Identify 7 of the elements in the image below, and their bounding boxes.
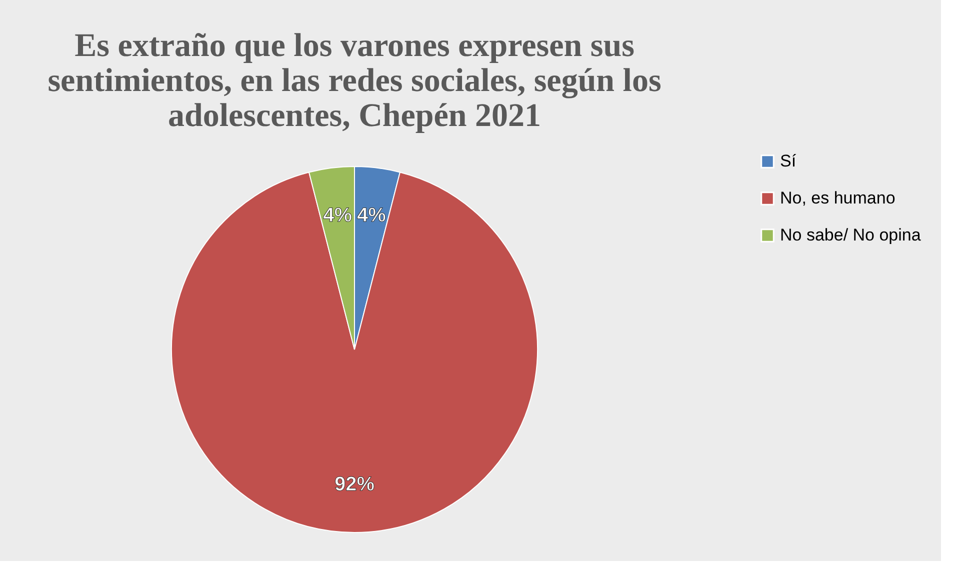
chart-title: Es extraño que los varones expresen sus sentimientos, en las redes sociales, según los adolescentes, Chepén 2021 xyxy=(48,28,662,134)
legend-label: No, es humano xyxy=(780,188,896,208)
legend-label: No sabe/ No opina xyxy=(780,226,922,244)
data-label: 4% xyxy=(356,204,386,227)
data-label: 4% xyxy=(323,204,352,227)
legend-label: Sí xyxy=(780,152,796,170)
data-label: 92% xyxy=(334,474,375,496)
